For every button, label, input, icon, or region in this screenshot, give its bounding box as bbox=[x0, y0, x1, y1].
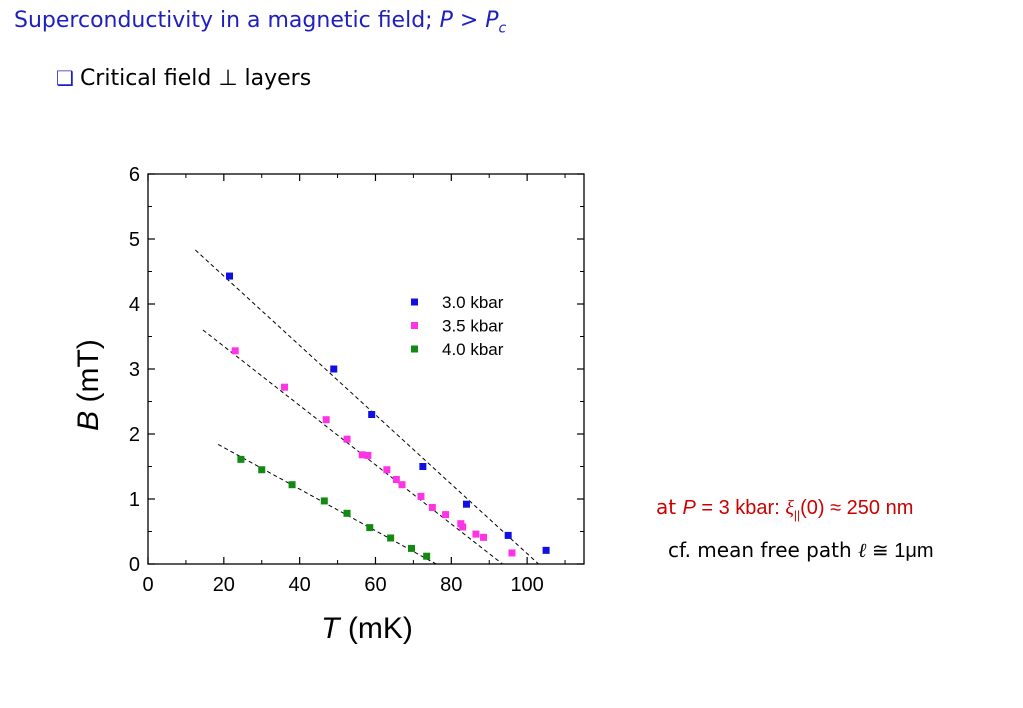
fit-line bbox=[195, 249, 539, 565]
data-points bbox=[226, 272, 550, 560]
mean-free-path-note: cf. mean free path ℓ ≅ 1μm bbox=[668, 538, 934, 563]
y-tick-label: 1 bbox=[129, 489, 140, 511]
x-tick-label: 20 bbox=[213, 574, 235, 596]
legend: 3.0 kbar 3.5 kbar 4.0 kbar bbox=[411, 293, 504, 359]
title-pc-sub: c bbox=[498, 20, 507, 37]
note2-rest: ≅ 1μm bbox=[866, 540, 934, 562]
legend-marker bbox=[411, 322, 418, 329]
data-point bbox=[231, 347, 239, 355]
x-tick-label: 0 bbox=[142, 574, 153, 596]
data-point bbox=[258, 466, 266, 474]
x-tick-label: 100 bbox=[510, 574, 543, 596]
legend-label: 3.5 kbar bbox=[442, 317, 504, 336]
data-point bbox=[343, 435, 351, 443]
coherence-note: at P = 3 kbar: ξ||(0) ≈ 250 nm bbox=[656, 495, 913, 522]
x-axis-label-unit: (mK) bbox=[340, 612, 413, 645]
data-point bbox=[288, 481, 296, 489]
note-p: P bbox=[682, 497, 696, 519]
checkbox-icon: ❑ bbox=[56, 66, 74, 90]
data-point bbox=[423, 552, 431, 560]
y-axis-label-var: B bbox=[72, 411, 105, 431]
data-point bbox=[322, 416, 330, 424]
data-point bbox=[462, 500, 470, 508]
note2-prefix: cf. mean free path bbox=[668, 538, 858, 562]
y-tick-label: 5 bbox=[129, 229, 140, 251]
data-point bbox=[417, 492, 425, 500]
data-point bbox=[472, 530, 480, 538]
data-point bbox=[368, 411, 376, 418]
x-tick-label: 40 bbox=[289, 574, 311, 596]
data-point bbox=[237, 455, 245, 463]
legend-marker bbox=[411, 298, 418, 306]
axis-ticks: 0 20 40 60 80 100 0 1 2 3 4 5 6 bbox=[129, 164, 584, 596]
y-tick-label: 2 bbox=[129, 424, 140, 446]
x-axis-label-var: T bbox=[321, 612, 342, 645]
x-tick-label: 60 bbox=[364, 574, 386, 596]
y-tick-label: 4 bbox=[129, 294, 140, 316]
data-point bbox=[366, 524, 374, 532]
y-axis-label: B (mT) bbox=[72, 339, 105, 431]
data-point bbox=[419, 463, 427, 470]
data-point bbox=[387, 534, 395, 542]
data-point bbox=[480, 533, 488, 541]
data-point bbox=[442, 511, 450, 519]
note-xi: ξ bbox=[785, 497, 794, 519]
y-tick-label: 6 bbox=[129, 164, 140, 186]
legend-label: 4.0 kbar bbox=[442, 340, 504, 359]
legend-label: 3.0 kbar bbox=[442, 293, 504, 312]
note2-ell: ℓ bbox=[858, 540, 867, 562]
title-gt: > bbox=[452, 8, 486, 33]
note-at: at bbox=[656, 495, 683, 519]
x-tick-label: 80 bbox=[440, 574, 462, 596]
x-axis-label: T (mK) bbox=[321, 612, 413, 645]
y-tick-label: 3 bbox=[129, 359, 140, 381]
data-point bbox=[428, 503, 436, 511]
title-pc: P bbox=[485, 8, 499, 33]
data-point bbox=[459, 523, 467, 531]
y-tick-label: 0 bbox=[129, 554, 140, 576]
data-point bbox=[407, 544, 415, 552]
data-point bbox=[226, 272, 234, 280]
fit-lines bbox=[195, 249, 539, 565]
data-point bbox=[343, 509, 351, 517]
note-value: (0) ≈ 250 nm bbox=[800, 497, 914, 519]
title-main: Superconductivity in a magnetic field; bbox=[14, 8, 440, 33]
legend-marker bbox=[411, 345, 418, 353]
title-p: P bbox=[439, 8, 453, 33]
slide-title: Superconductivity in a magnetic field; P… bbox=[14, 8, 506, 36]
data-point bbox=[358, 451, 366, 459]
data-point bbox=[398, 481, 406, 489]
data-point bbox=[320, 497, 328, 505]
data-point bbox=[330, 365, 338, 373]
data-point bbox=[383, 466, 391, 474]
bullet-line: ❑ Critical field ⊥ layers bbox=[56, 66, 311, 91]
note-xi-sub: || bbox=[793, 508, 801, 522]
y-axis-label-unit: (mT) bbox=[72, 339, 105, 411]
fit-line bbox=[202, 329, 503, 565]
data-point bbox=[392, 476, 400, 483]
data-point bbox=[504, 531, 512, 539]
note-rest: = 3 kbar: bbox=[695, 497, 786, 519]
bullet-text: Critical field ⊥ layers bbox=[79, 66, 312, 91]
plot-frame bbox=[147, 173, 585, 565]
data-point bbox=[280, 383, 288, 391]
data-point bbox=[508, 549, 516, 557]
data-point bbox=[542, 546, 550, 554]
data-point bbox=[364, 451, 372, 459]
